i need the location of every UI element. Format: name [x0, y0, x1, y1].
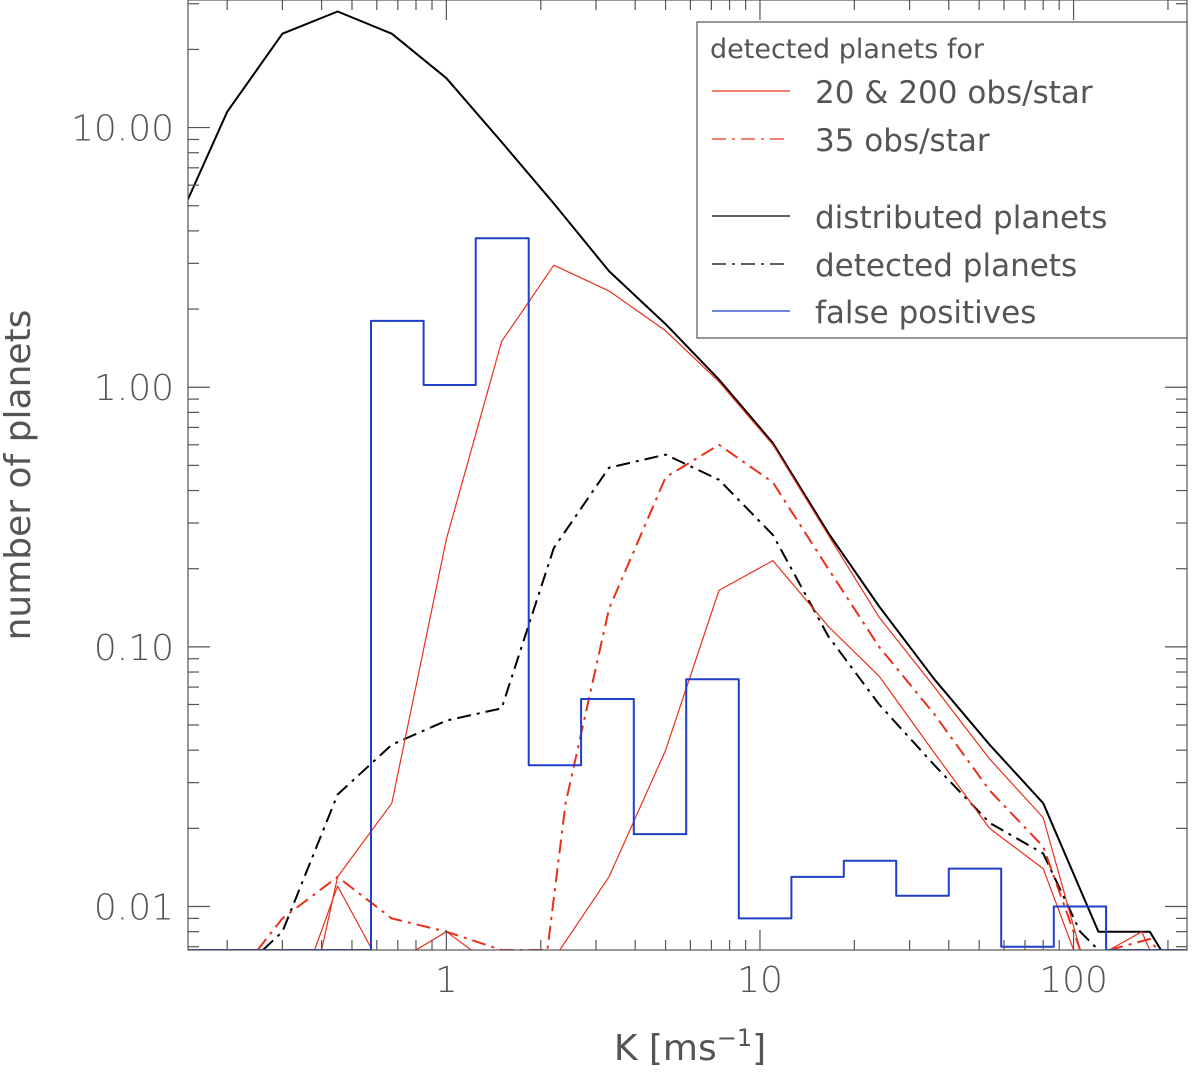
legend-label-3: detected planets	[815, 248, 1077, 284]
y-tick-label: 1.00	[94, 368, 174, 409]
series-line-6	[1109, 931, 1151, 950]
plot-frame	[187, 0, 1188, 951]
legend-header: detected planets for	[710, 34, 985, 65]
series-line-8	[1109, 938, 1159, 950]
y-axis-label: number of planets	[0, 310, 39, 641]
y-tick-label: 10.00	[71, 109, 174, 150]
chart-marks	[188, 10, 1187, 950]
y-tick-label: 0.01	[94, 888, 174, 929]
chart-axes: 1 10 100 0.01 0.10 1.00 10.00	[71, 0, 1188, 1001]
x-tick-label: 1	[435, 960, 458, 1001]
series-line-0	[188, 10, 1162, 950]
series-line-9	[188, 237, 1187, 950]
series-line-3	[559, 560, 1075, 950]
legend-label-0: 20 & 200 obs/star	[815, 75, 1093, 111]
legend-label-2: distributed planets	[815, 200, 1107, 236]
series-line-1	[262, 453, 1100, 950]
legend-label-4: false positives	[815, 295, 1036, 331]
series-line-5	[415, 931, 472, 950]
x-axis-label: K [ms−1]	[614, 1024, 766, 1069]
legend-label-1: 35 obs/star	[815, 123, 990, 159]
chart-legend: detected planets for 20 & 200 obs/star 35…	[696, 21, 1188, 339]
x-tick-label: 10	[737, 960, 783, 1001]
x-axis-label-close: ]	[752, 1028, 766, 1069]
y-tick-label: 0.10	[94, 628, 174, 669]
series-line-4	[314, 885, 373, 950]
legend-box	[696, 21, 1188, 339]
series-line-2	[321, 264, 1081, 950]
x-axis-label-exponent: −1	[717, 1024, 752, 1052]
x-axis-label-base: K [ms	[614, 1028, 717, 1069]
x-tick-label: 100	[1039, 960, 1108, 1001]
series-line-7	[256, 443, 1082, 950]
